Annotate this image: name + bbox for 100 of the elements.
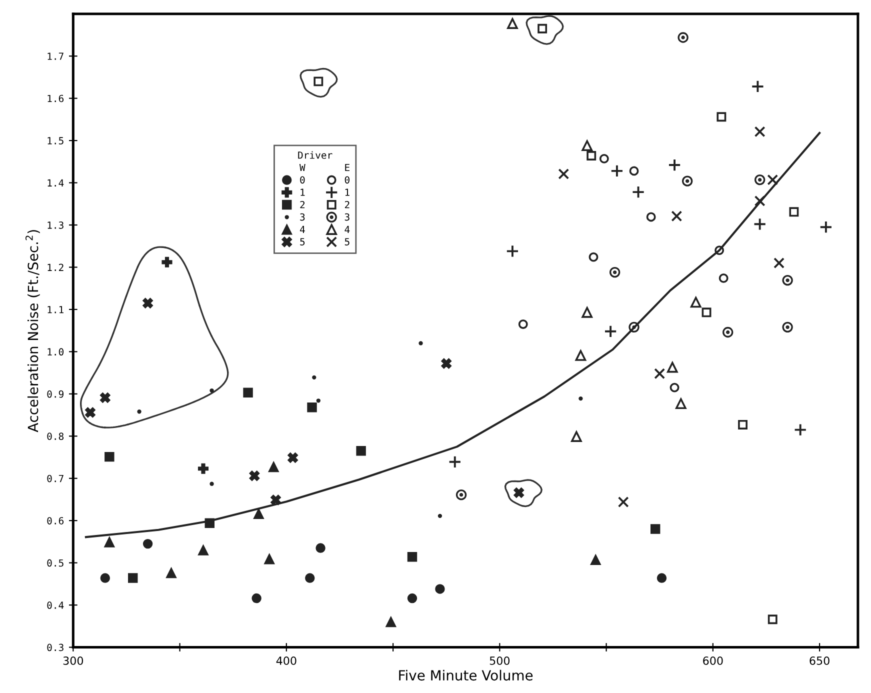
point [738, 420, 748, 430]
point [418, 341, 423, 346]
y-tick-label: 1.1 [48, 306, 64, 314]
point [198, 544, 208, 556]
point [166, 568, 176, 578]
legend-label: 2 [344, 200, 350, 208]
point [142, 298, 154, 308]
point [288, 452, 298, 463]
point [767, 174, 778, 186]
point [629, 166, 639, 176]
point [618, 496, 629, 508]
x-axis-title: Five Minute Volume [399, 670, 533, 681]
point [252, 593, 262, 604]
x-tick-label: 650 [810, 656, 830, 665]
point [438, 514, 442, 518]
point [104, 536, 115, 548]
point [609, 266, 620, 278]
point [682, 176, 693, 186]
point [599, 154, 609, 164]
point [507, 18, 518, 29]
annotation: E [345, 164, 350, 172]
point [588, 252, 598, 262]
y-tick-label: 1.6 [48, 94, 64, 102]
point [754, 174, 766, 186]
point [716, 112, 726, 122]
y-tick-label: 0.8 [47, 432, 64, 440]
point [650, 524, 660, 534]
y-tick-label: 0.4 [47, 602, 64, 609]
point [558, 168, 570, 180]
point [305, 573, 315, 583]
point [264, 554, 275, 564]
point [582, 306, 593, 318]
point [210, 388, 214, 393]
point [782, 322, 793, 333]
legend-label: 1 [345, 188, 350, 196]
y-tick-label: 0.7 [47, 474, 64, 482]
point [604, 324, 618, 338]
y-tick-label: 1.7 [48, 52, 64, 60]
point [582, 140, 593, 152]
y-tick-label: 0.3 [47, 644, 64, 652]
point [142, 538, 153, 549]
y-tick-label: 0.9 [47, 390, 64, 398]
point [386, 616, 396, 628]
point [128, 573, 138, 583]
point [718, 273, 728, 283]
y-tick-label: 0.6 [47, 517, 64, 524]
legend-label: 4 [300, 226, 305, 233]
x-tick-label: 500 [490, 656, 510, 665]
point [356, 446, 366, 456]
point [632, 186, 645, 199]
point [100, 392, 110, 403]
point [782, 274, 793, 286]
legend-label: 5 [344, 238, 350, 246]
y-tick-label: 1.4 [48, 179, 64, 186]
point [794, 423, 807, 436]
legend-label: 2 [300, 200, 305, 208]
point [754, 195, 766, 206]
point [654, 368, 666, 380]
legend-label: 0 [344, 176, 350, 184]
point [104, 452, 114, 462]
point [690, 296, 702, 308]
point [702, 308, 712, 318]
point [210, 482, 214, 486]
point [678, 32, 688, 43]
point [316, 543, 326, 553]
point [100, 573, 110, 583]
point [448, 455, 462, 468]
point [249, 470, 260, 482]
point [590, 554, 601, 566]
y-tick-label: 1.0 [48, 348, 64, 356]
legend-label: 5 [300, 238, 305, 246]
point [307, 402, 317, 412]
point [575, 350, 586, 361]
point [751, 80, 764, 94]
point [407, 552, 418, 562]
point [789, 207, 799, 217]
point [571, 431, 582, 442]
point [646, 212, 656, 222]
legend-title: Driver [298, 151, 332, 159]
point [819, 220, 832, 234]
point [668, 158, 682, 172]
point [714, 246, 724, 256]
point [753, 218, 766, 231]
x-tick-label: 400 [276, 656, 296, 665]
legend-label: 3 [344, 213, 350, 221]
legend-label: 3 [300, 213, 305, 221]
point [656, 573, 667, 583]
point [578, 396, 583, 401]
point [441, 358, 452, 369]
point [610, 164, 624, 178]
point [312, 375, 316, 380]
y-tick-label: 1.5 [48, 137, 64, 144]
point [628, 322, 640, 333]
x-tick-label: 300 [63, 656, 84, 665]
point [768, 614, 778, 624]
y-tick-label: 0.5 [47, 559, 64, 567]
y-axis-title: Acceleration Noise (Ft./Sec.$^{2}$) [25, 230, 40, 432]
y-tick-label: 1.2 [48, 264, 64, 271]
x-tick-label: 600 [703, 656, 723, 665]
point [676, 398, 686, 410]
